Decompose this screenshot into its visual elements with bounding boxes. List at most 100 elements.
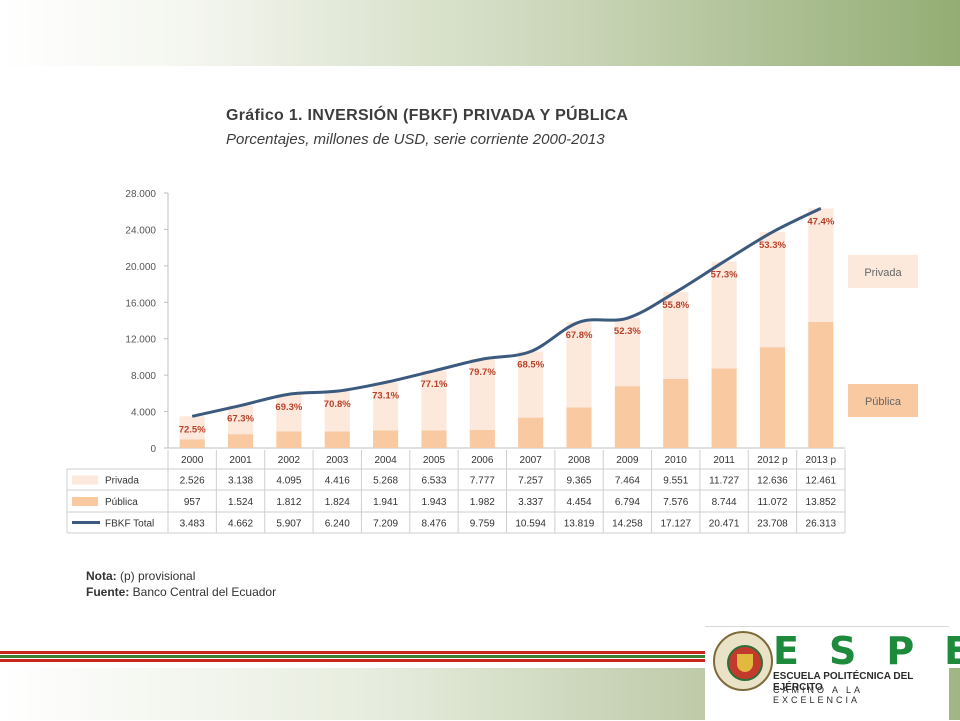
chart-title: Gráfico 1. INVERSIÓN (FBKF) PRIVADA Y PÚ… [226, 107, 629, 124]
bar-publica [227, 434, 254, 448]
y-tick-label: 8.000 [131, 371, 156, 382]
source-label: Fuente: [86, 585, 130, 599]
table-row-label: FBKF Total [105, 519, 154, 530]
table-cell-publica: 1.941 [373, 497, 398, 508]
bar-privada [663, 292, 689, 380]
table-cell-total: 3.483 [180, 519, 205, 530]
percent-label: 79.7% [469, 367, 496, 378]
percent-label: 67.8% [566, 330, 593, 341]
percent-label: 70.8% [324, 399, 351, 410]
percent-label: 52.3% [614, 326, 641, 337]
bar-publica [373, 430, 399, 448]
top-decor-band [0, 0, 960, 66]
table-cell-publica: 13.852 [806, 497, 837, 508]
table-cell-total: 14.258 [612, 519, 643, 530]
percent-label: 77.1% [420, 379, 447, 390]
table-key-publica [72, 497, 98, 506]
chart-notes: Nota: (p) provisional Fuente: Banco Cent… [86, 568, 276, 600]
bar-privada [227, 405, 254, 435]
bar-publica [711, 368, 737, 448]
percent-label: 67.3% [227, 414, 254, 425]
bar-publica [518, 417, 544, 448]
legend-publica-box [848, 384, 918, 417]
bar-privada [373, 382, 399, 431]
table-cell-privada: 7.464 [615, 476, 640, 487]
table-cell-privada: 3.138 [228, 476, 253, 487]
y-tick-label: 12.000 [125, 335, 156, 346]
legend-privada-label: Privada [864, 267, 902, 279]
bar-privada [179, 416, 205, 440]
table-row-label: Privada [105, 476, 139, 487]
table-cell-total: 7.209 [373, 519, 398, 530]
table-cell-privada: 7.257 [518, 476, 543, 487]
table-cell-publica: 11.072 [758, 497, 788, 508]
percent-label: 72.5% [179, 424, 206, 435]
note-line: Nota: (p) provisional [86, 568, 276, 584]
x-tick-label: 2001 [229, 455, 252, 466]
table-cell-total: 20.471 [709, 519, 740, 530]
bar-publica [759, 347, 786, 448]
y-tick-label: 4.000 [131, 408, 156, 419]
percent-label: 53.3% [759, 240, 786, 251]
table-cell-privada: 9.551 [663, 476, 688, 487]
table-row-label: Pública [105, 497, 138, 508]
table-cell-publica: 1.824 [325, 497, 350, 508]
table-cell-total: 23.708 [757, 519, 788, 530]
bar-privada [614, 318, 640, 387]
table-cell-publica: 4.454 [567, 497, 592, 508]
y-tick-label: 0 [150, 444, 156, 455]
red-stripe [0, 659, 705, 662]
bar-publica [663, 379, 689, 448]
bar-privada [566, 322, 592, 408]
table-cell-publica: 1.943 [421, 497, 446, 508]
espe-name: ESCUELA POLITÉCNICA DEL EJÉRCITO [773, 671, 914, 693]
table-cell-publica: 957 [184, 497, 201, 508]
table-cell-total: 10.594 [515, 519, 546, 530]
bar-publica [179, 439, 205, 448]
x-tick-label: 2006 [471, 455, 494, 466]
table-cell-total: 17.127 [660, 519, 691, 530]
bar-publica [614, 386, 640, 448]
table-cell-publica: 1.812 [276, 497, 301, 508]
table-cell-publica: 1.982 [470, 497, 495, 508]
table-cell-privada: 7.777 [470, 476, 495, 487]
note-label: Nota: [86, 569, 117, 583]
source-line: Fuente: Banco Central del Ecuador [86, 584, 276, 600]
table-cell-privada: 11.727 [709, 476, 739, 487]
green-stripe [0, 655, 705, 658]
y-tick-label: 28.000 [125, 189, 156, 200]
table-key-privada [72, 475, 98, 485]
bar-publica [276, 431, 302, 448]
x-tick-label: 2009 [616, 455, 639, 466]
percent-label: 73.1% [372, 390, 399, 401]
y-tick-label: 16.000 [125, 298, 156, 309]
y-tick-label: 20.000 [125, 262, 156, 273]
x-tick-label: 2012 p [757, 455, 788, 466]
table-cell-privada: 12.636 [757, 476, 788, 487]
x-tick-label: 2005 [423, 455, 446, 466]
x-tick-label: 2000 [181, 455, 204, 466]
bar-privada [711, 261, 737, 369]
x-tick-label: 2011 [713, 455, 735, 466]
table-cell-privada: 2.526 [180, 476, 205, 487]
table-cell-total: 6.240 [325, 519, 350, 530]
table-cell-publica: 8.744 [712, 497, 737, 508]
table-cell-total: 4.662 [228, 519, 253, 530]
x-tick-label: 2007 [520, 455, 543, 466]
table-cell-total: 9.759 [470, 519, 495, 530]
table-cell-publica: 1.524 [228, 497, 253, 508]
percent-label: 47.4% [807, 216, 834, 227]
table-cell-total: 5.907 [276, 519, 301, 530]
bar-publica [808, 321, 834, 448]
bar-privada [276, 394, 302, 432]
bar-privada [469, 359, 495, 430]
percent-label: 57.3% [711, 270, 738, 281]
table-cell-privada: 12.461 [806, 476, 837, 487]
university-seal-icon [713, 631, 773, 691]
bar-privada [324, 391, 350, 432]
table-cell-privada: 4.095 [276, 476, 301, 487]
y-tick-label: 24.000 [125, 225, 156, 236]
legend-privada-box [848, 255, 918, 288]
espe-motto: CAMINO A LA EXCELENCIA [773, 685, 863, 705]
